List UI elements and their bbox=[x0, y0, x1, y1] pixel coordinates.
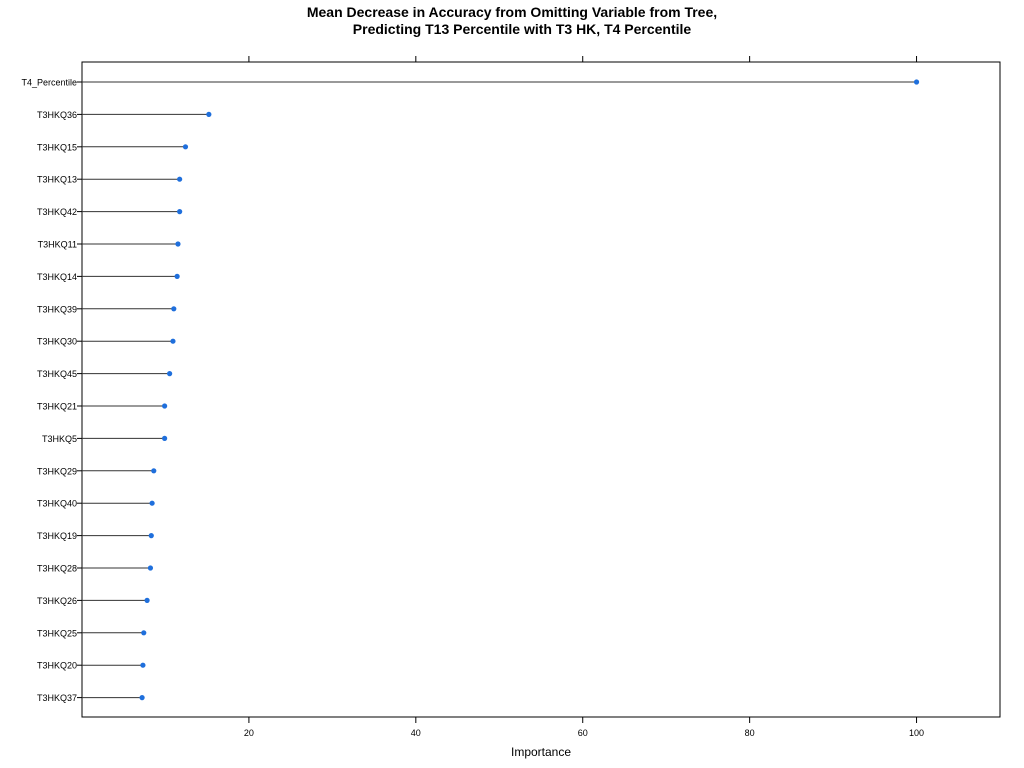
category-label-t3hkq19: T3HKQ19 bbox=[37, 531, 77, 541]
point-t3hkq21 bbox=[162, 403, 168, 409]
category-label-t3hkq36: T3HKQ36 bbox=[37, 110, 77, 120]
x-axis-title: Importance bbox=[511, 745, 571, 759]
x-tick-label: 60 bbox=[578, 728, 588, 738]
chart-title-line-1: Mean Decrease in Accuracy from Omitting … bbox=[307, 4, 717, 20]
point-t3hkq40 bbox=[149, 500, 155, 506]
x-tick-label: 40 bbox=[411, 728, 421, 738]
point-t3hkq11 bbox=[175, 241, 181, 247]
x-tick-label: 100 bbox=[909, 728, 924, 738]
category-label-t3hkq42: T3HKQ42 bbox=[37, 207, 77, 217]
category-label-t3hkq40: T3HKQ40 bbox=[37, 499, 77, 509]
category-label-t3hkq21: T3HKQ21 bbox=[37, 402, 77, 412]
point-t4_percentile bbox=[913, 79, 920, 85]
point-t3hkq14 bbox=[174, 273, 180, 279]
stems bbox=[77, 81, 917, 699]
y-axis-category-labels: T4_Percentile T3HKQ36 T3HKQ15 T3HKQ13 T3HKQ4… bbox=[21, 78, 77, 704]
category-label-t3hkq13: T3HKQ13 bbox=[37, 175, 77, 185]
point-t3hkq26 bbox=[144, 597, 150, 604]
category-label-t3hkq39: T3HKQ39 bbox=[37, 304, 77, 314]
category-label-t3hkq45: T3HKQ45 bbox=[37, 369, 77, 379]
point-t3hkq37 bbox=[139, 695, 145, 701]
category-label-t4_percentile: T4_Percentile bbox=[21, 78, 77, 88]
point-t3hkq20 bbox=[140, 662, 146, 668]
category-label-t3hkq28: T3HKQ28 bbox=[37, 564, 77, 574]
x-axis-top-ticks bbox=[248, 56, 918, 62]
category-label-t3hkq30: T3HKQ30 bbox=[37, 337, 77, 347]
point-t3hkq28 bbox=[147, 565, 154, 571]
x-axis-bottom-ticks bbox=[248, 717, 918, 723]
point-t3hkq19 bbox=[148, 533, 154, 539]
category-label-t3hkq11: T3HKQ11 bbox=[38, 240, 77, 250]
category-label-t3hkq37: T3HKQ37 bbox=[37, 693, 77, 703]
point-t3hkq42 bbox=[177, 209, 183, 215]
category-label-t3hkq20: T3HKQ20 bbox=[37, 661, 77, 671]
category-label-t3hkq5: T3HKQ5 bbox=[42, 434, 77, 444]
x-tick-label: 20 bbox=[244, 728, 254, 738]
point-t3hkq25 bbox=[141, 630, 147, 636]
x-axis-tick-labels: 20 40 60 80 100 bbox=[244, 728, 924, 738]
chart-title-line-2: Predicting T13 Percentile with T3 HK, T4… bbox=[353, 21, 692, 37]
category-label-t3hkq29: T3HKQ29 bbox=[37, 466, 77, 476]
point-t3hkq36 bbox=[206, 111, 212, 117]
category-label-t3hkq26: T3HKQ26 bbox=[37, 596, 77, 606]
point-t3hkq39 bbox=[171, 306, 177, 312]
point-t3hkq30 bbox=[170, 338, 176, 344]
category-label-t3hkq14: T3HKQ14 bbox=[37, 272, 77, 282]
plot-frame bbox=[81, 61, 1001, 718]
category-label-t3hkq15: T3HKQ15 bbox=[37, 142, 77, 152]
category-label-t3hkq25: T3HKQ25 bbox=[37, 628, 77, 638]
points bbox=[139, 79, 920, 701]
point-t3hkq29 bbox=[151, 468, 157, 474]
x-tick-label: 80 bbox=[745, 728, 755, 738]
point-t3hkq13 bbox=[177, 176, 183, 182]
point-t3hkq5 bbox=[162, 435, 168, 441]
point-t3hkq45 bbox=[167, 371, 173, 377]
point-t3hkq15 bbox=[182, 144, 189, 150]
